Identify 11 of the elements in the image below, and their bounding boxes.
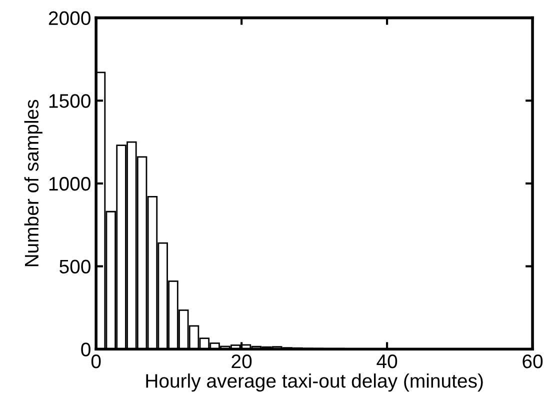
x-tick-label: 40: [376, 354, 398, 368]
y-tick-label: 500: [60, 260, 90, 274]
x-axis-title: Hourly average taxi-out delay (minutes): [146, 373, 483, 392]
x-tick-label: 60: [522, 354, 543, 368]
y-tick-label: 2000: [48, 11, 90, 26]
y-axis-title: Number of samples: [24, 100, 42, 266]
y-tick-label: 1500: [49, 94, 90, 108]
x-tick-label: 0: [91, 354, 101, 368]
y-tick-label: 1000: [49, 176, 90, 191]
x-tick-label: 20: [232, 354, 252, 368]
y-tick-label: 0: [81, 342, 90, 356]
